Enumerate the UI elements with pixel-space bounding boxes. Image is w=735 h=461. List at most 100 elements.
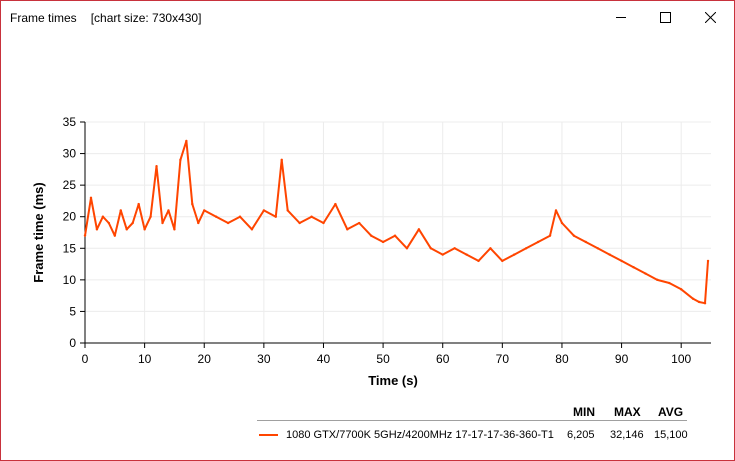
window-title-text: Frame times [10, 11, 77, 25]
data-point [429, 247, 432, 250]
data-point [262, 209, 266, 212]
data-point [203, 209, 206, 212]
data-point [226, 221, 230, 225]
y-tick-label: 0 [69, 336, 76, 350]
data-point [238, 215, 242, 218]
data-point [477, 259, 480, 263]
data-point [107, 221, 111, 225]
data-point [197, 221, 200, 225]
minimize-icon [616, 16, 626, 18]
x-tick-label: 90 [615, 352, 629, 366]
data-point [441, 253, 444, 256]
y-tick-label: 35 [63, 115, 77, 129]
data-point [298, 221, 301, 225]
title-bar[interactable]: Frame times [chart size: 730x430] [1, 1, 734, 33]
data-point [644, 272, 647, 275]
data-point [322, 221, 325, 225]
x-tick-label: 80 [555, 352, 569, 366]
close-button[interactable] [687, 1, 733, 33]
data-point [381, 240, 385, 244]
data-point [524, 247, 528, 250]
data-point [137, 202, 140, 206]
data-point [280, 158, 283, 162]
data-point [113, 234, 117, 237]
data-point [668, 281, 671, 285]
legend-max-value: 32,146 [610, 429, 644, 441]
data-point [417, 228, 421, 231]
data-point [620, 259, 623, 263]
data-point [656, 278, 659, 282]
y-tick-label: 15 [63, 241, 77, 255]
x-axis-title: Time (s) [368, 373, 418, 388]
series-line [84, 139, 709, 305]
x-tick-label: 20 [198, 352, 212, 366]
data-point [501, 259, 504, 263]
data-point [703, 302, 707, 305]
data-point [173, 228, 176, 231]
data-point [393, 234, 397, 237]
data-point [125, 228, 128, 231]
data-point [706, 259, 710, 263]
data-point [89, 196, 93, 199]
window-title: Frame times [chart size: 730x430] [10, 11, 201, 25]
x-tick-label: 0 [82, 352, 89, 366]
legend-header-avg: AVG [658, 405, 684, 419]
x-tick-label: 40 [317, 352, 331, 366]
data-point [119, 209, 122, 212]
legend-header-max: MAX [614, 405, 641, 419]
data-point [346, 228, 349, 231]
data-point [548, 234, 552, 237]
x-tick-label: 50 [376, 352, 390, 366]
data-point [554, 209, 558, 212]
data-point [155, 165, 158, 168]
minimize-button[interactable] [598, 1, 644, 33]
legend-swatch [259, 434, 278, 436]
close-icon [704, 11, 716, 23]
data-point [405, 247, 409, 250]
data-point [632, 266, 635, 269]
data-point [161, 221, 164, 225]
x-tick-label: 60 [436, 352, 450, 366]
y-tick-label: 30 [63, 147, 77, 161]
data-point [149, 215, 152, 218]
legend-divider [257, 420, 687, 421]
y-tick-label: 10 [63, 273, 77, 287]
data-point [679, 288, 683, 291]
data-point [453, 247, 456, 250]
y-tick-label: 20 [63, 210, 77, 224]
data-point [560, 221, 564, 225]
data-point [310, 215, 313, 218]
legend-header-min: MIN [573, 405, 595, 419]
maximize-button[interactable] [642, 1, 688, 33]
series-layer [83, 139, 710, 305]
tick-labels: 0 5 10 15 20 25 30 35 0 10 20 30 40 50 60 70 80 90 100 [63, 115, 692, 366]
x-tick-label: 30 [257, 352, 271, 366]
data-point [584, 240, 587, 244]
x-tick-label: 70 [496, 352, 510, 366]
data-point [143, 228, 146, 231]
data-point [95, 228, 99, 231]
data-point [179, 158, 182, 162]
y-tick-label: 5 [69, 304, 76, 318]
data-point [697, 300, 701, 304]
chart-size-label: [chart size: 730x430] [90, 11, 202, 25]
data-point [608, 253, 611, 256]
data-point [191, 202, 194, 206]
data-point [274, 215, 277, 218]
data-point [167, 209, 170, 212]
x-tick-label: 100 [671, 352, 691, 366]
data-point [101, 215, 105, 218]
data-point [214, 215, 218, 218]
y-axis-title: Frame time (ms) [31, 182, 46, 282]
grid [85, 121, 711, 343]
data-point [250, 228, 254, 231]
frame-time-chart: 0 5 10 15 20 25 30 35 0 10 20 30 40 50 60 70 80 90 100 Tim… [31, 115, 711, 388]
data-point [465, 253, 468, 256]
x-tick-label: 10 [138, 352, 152, 366]
data-point [596, 247, 599, 250]
data-point [513, 253, 516, 256]
maximize-icon [659, 11, 671, 23]
data-point [334, 202, 337, 206]
data-point [131, 221, 134, 225]
